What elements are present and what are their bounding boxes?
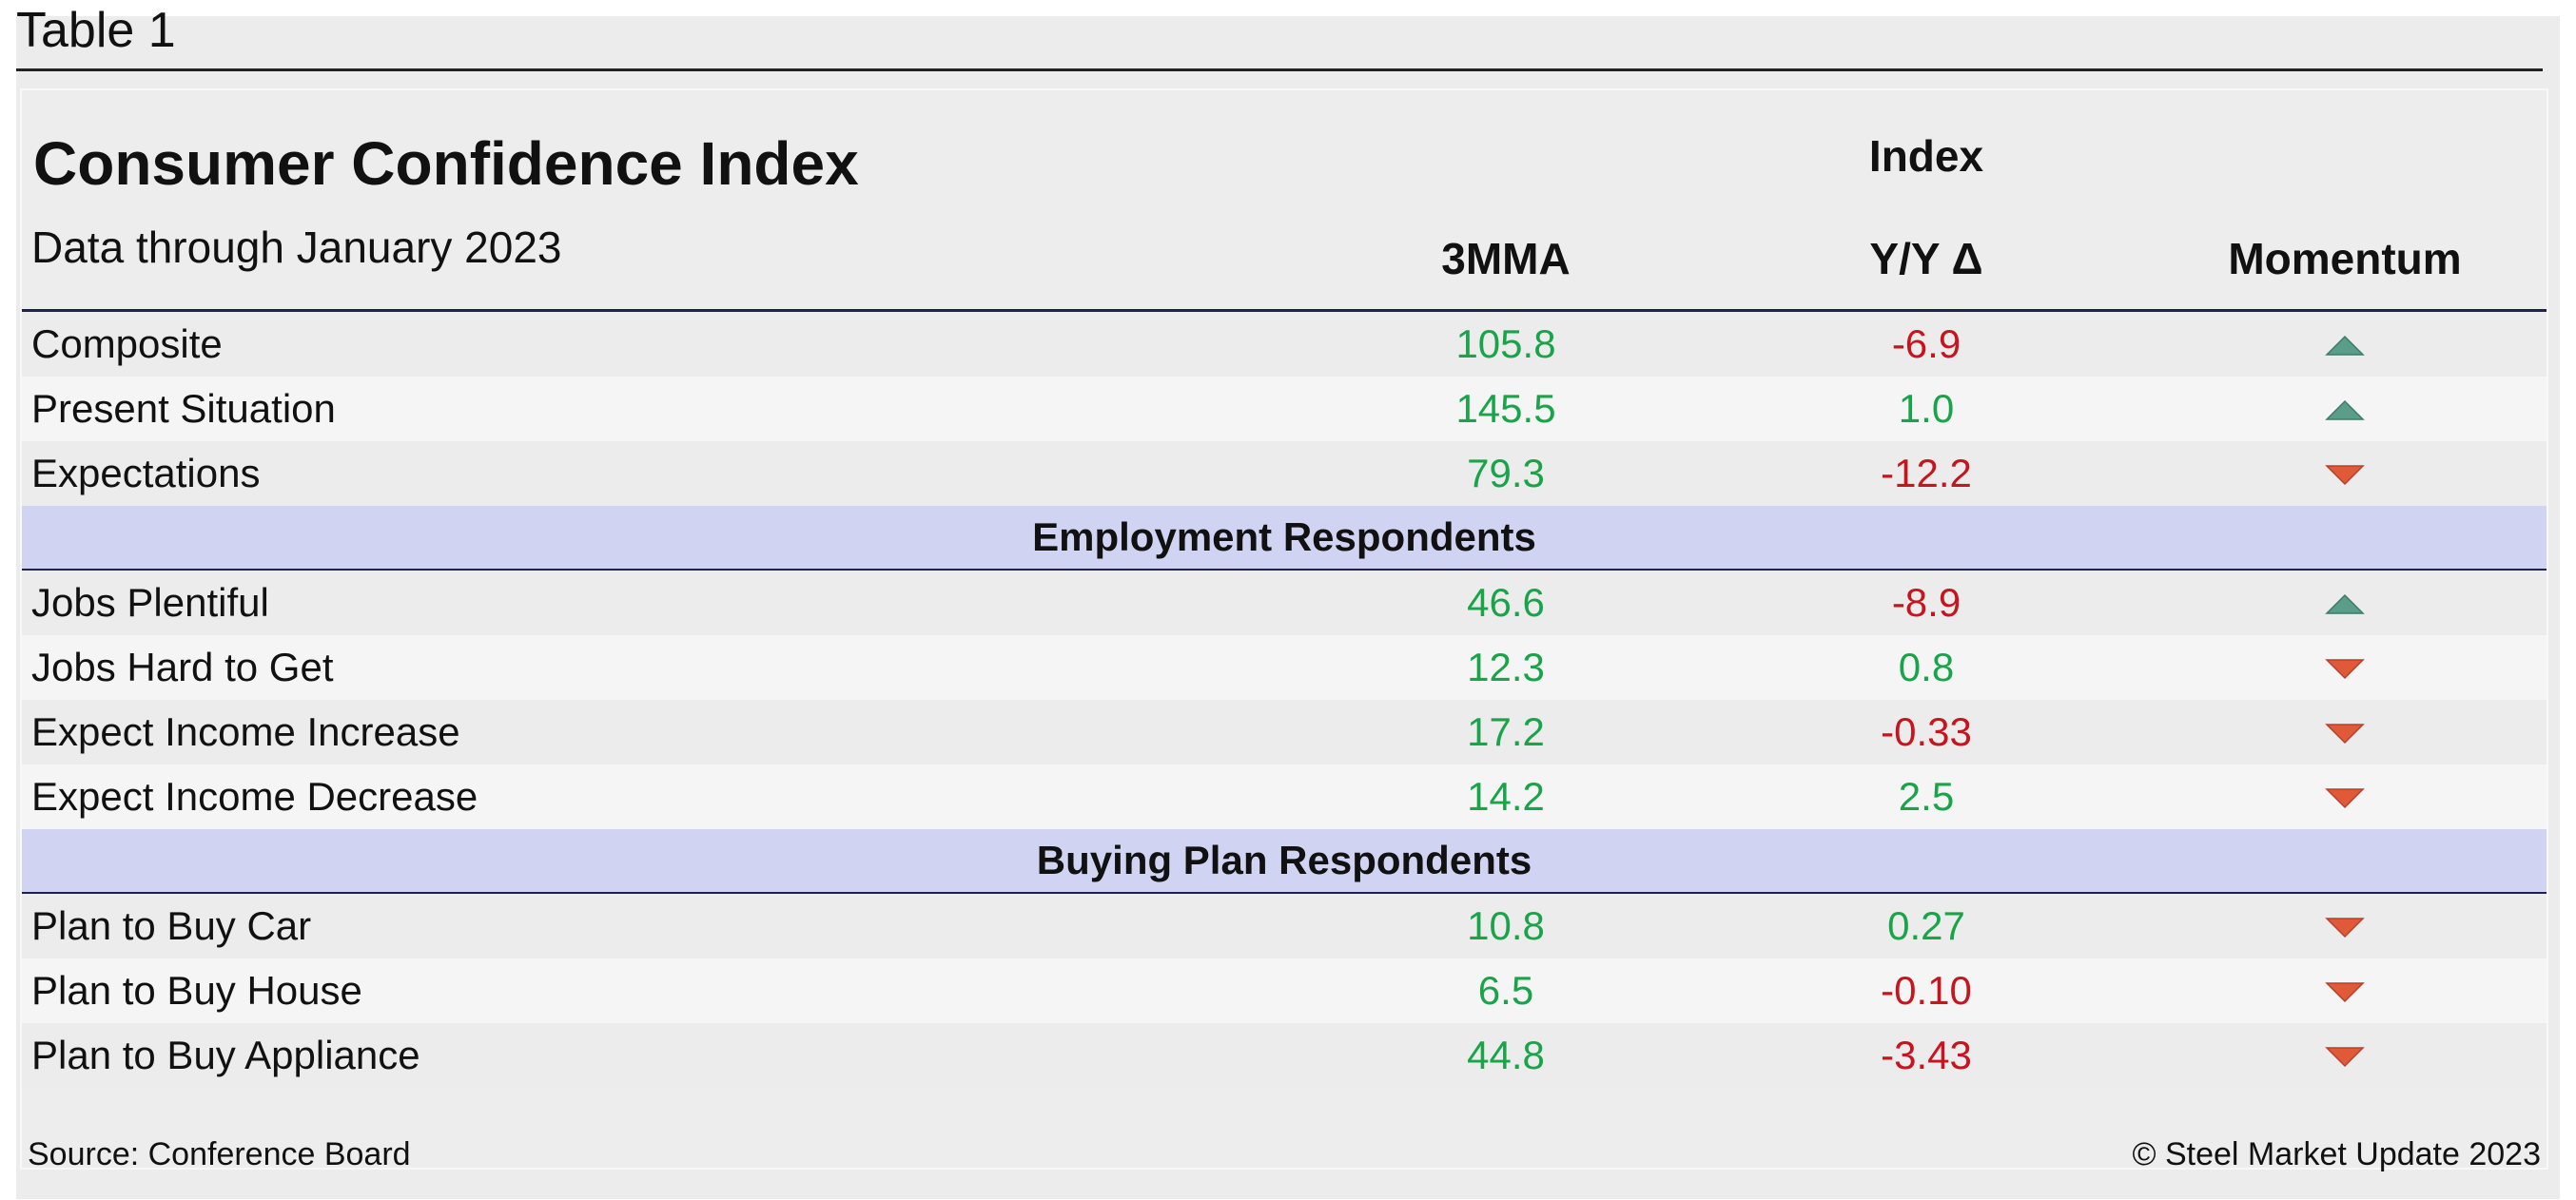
table-row: Composite 105.8 -6.9 [22, 312, 2547, 377]
value-3mma: 17.2 [1467, 709, 1545, 754]
header-yoy: Y/Y Δ [1869, 234, 1983, 283]
table-row: Expectations 79.3 -12.2 [22, 441, 2547, 506]
copyright-note: © Steel Market Update 2023 [2132, 1136, 2541, 1172]
table-subtitle: Data through January 2023 [31, 223, 562, 272]
table-row: Jobs Plentiful 46.6 -8.9 [22, 571, 2547, 635]
table-row: Plan to Buy Appliance 44.8 -3.43 [22, 1023, 2547, 1088]
value-3mma: 12.3 [1467, 645, 1545, 689]
row-label: Present Situation [31, 386, 336, 431]
momentum-up-arrow-icon [2324, 312, 2366, 377]
section-header: Buying Plan Respondents [22, 829, 2547, 894]
value-3mma: 6.5 [1477, 968, 1534, 1013]
section-header: Employment Respondents [22, 506, 2547, 571]
value-3mma: 145.5 [1455, 386, 1556, 431]
section-label: Employment Respondents [1032, 514, 1536, 559]
caption-divider [16, 68, 2543, 71]
row-label: Composite [31, 321, 223, 366]
table-row: Expect Income Decrease 14.2 2.5 [22, 765, 2547, 829]
value-yoy-change: 1.0 [1898, 386, 1955, 431]
value-3mma: 46.6 [1467, 580, 1545, 625]
header-3mma: 3MMA [1441, 234, 1571, 283]
value-3mma: 10.8 [1467, 903, 1545, 948]
table-row: Expect Income Increase 17.2 -0.33 [22, 700, 2547, 765]
table-title: Consumer Confidence Index [33, 129, 859, 198]
header-index-group: Index [1868, 131, 1984, 181]
value-3mma: 14.2 [1467, 774, 1545, 819]
momentum-down-arrow-icon [2324, 765, 2366, 829]
momentum-up-arrow-icon [2324, 571, 2366, 635]
row-label: Expect Income Decrease [31, 774, 478, 819]
value-yoy-change: -8.9 [1891, 580, 1961, 625]
value-yoy-change: -3.43 [1881, 1033, 1972, 1077]
momentum-up-arrow-icon [2324, 377, 2366, 441]
row-label: Plan to Buy House [31, 968, 362, 1013]
value-3mma: 105.8 [1455, 321, 1556, 366]
row-label: Expectations [31, 451, 261, 495]
momentum-down-arrow-icon [2324, 441, 2366, 506]
value-yoy-change: 0.27 [1887, 903, 1965, 948]
value-3mma: 79.3 [1467, 451, 1545, 495]
value-3mma: 44.8 [1467, 1033, 1545, 1077]
source-note: Source: Conference Board [28, 1136, 411, 1172]
header-momentum: Momentum [2228, 234, 2462, 283]
momentum-down-arrow-icon [2324, 700, 2366, 765]
row-label: Plan to Buy Car [31, 903, 312, 948]
table-panel: STEEL MARKET UPDATE part of the CRU Grou… [20, 88, 2548, 1172]
momentum-down-arrow-icon [2324, 635, 2366, 700]
section-label: Buying Plan Respondents [1036, 838, 1532, 882]
row-label: Expect Income Increase [31, 709, 460, 754]
table-caption: Table 1 [16, 3, 176, 58]
row-label: Plan to Buy Appliance [31, 1033, 420, 1077]
value-yoy-change: -0.10 [1881, 968, 1972, 1013]
value-yoy-change: 2.5 [1898, 774, 1955, 819]
table-row: Plan to Buy Car 10.8 0.27 [22, 894, 2547, 958]
table-row: Jobs Hard to Get 12.3 0.8 [22, 635, 2547, 700]
value-yoy-change: -0.33 [1881, 709, 1972, 754]
table-body: Composite 105.8 -6.9 Present Situation 145.5… [22, 312, 2547, 1088]
momentum-down-arrow-icon [2324, 1023, 2366, 1088]
table-row: Present Situation 145.5 1.0 [22, 377, 2547, 441]
value-yoy-change: -6.9 [1891, 321, 1961, 366]
momentum-down-arrow-icon [2324, 958, 2366, 1023]
value-yoy-change: -12.2 [1881, 451, 1972, 495]
value-yoy-change: 0.8 [1898, 645, 1955, 689]
row-label: Jobs Plentiful [31, 580, 269, 625]
table-row: Plan to Buy House 6.5 -0.10 [22, 958, 2547, 1023]
row-label: Jobs Hard to Get [31, 645, 334, 689]
header-divider [22, 309, 2547, 312]
momentum-down-arrow-icon [2324, 894, 2366, 958]
